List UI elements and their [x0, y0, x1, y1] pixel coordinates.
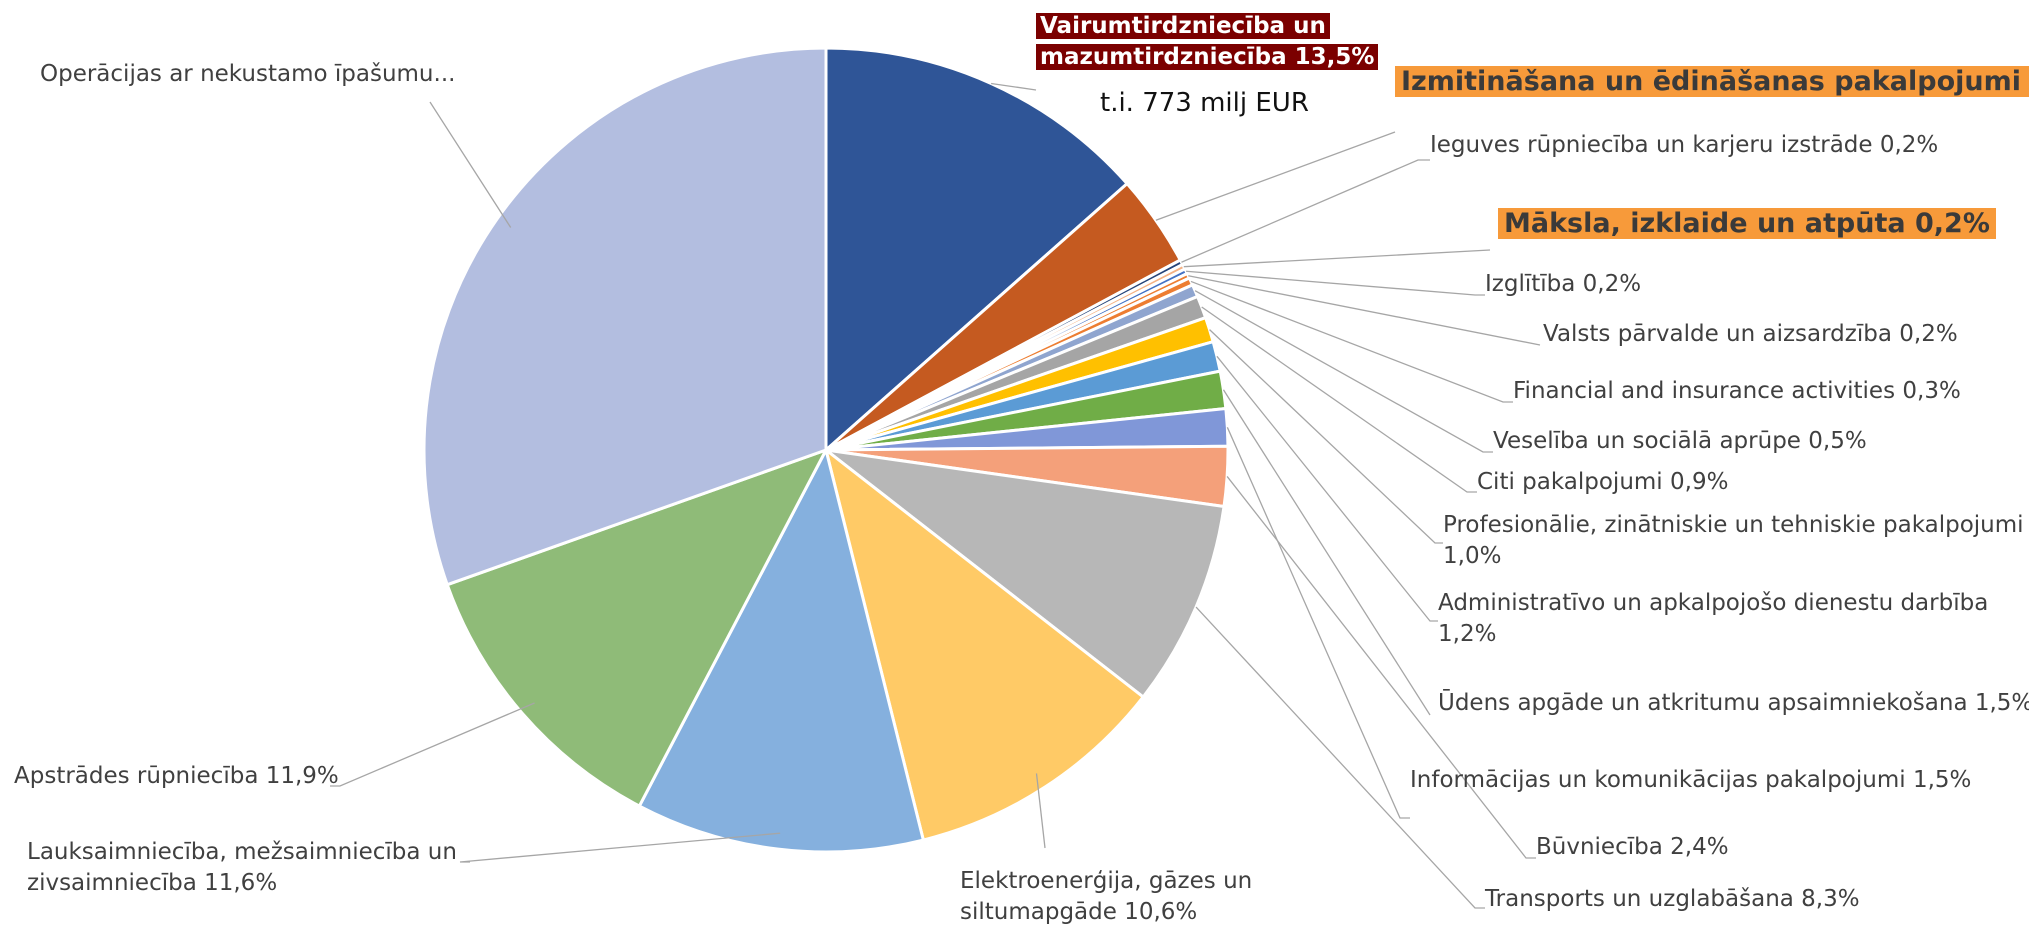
pie-slice-15: [823, 446, 1146, 842]
leader-line-8: [1201, 306, 1477, 493]
label-education: Izglītība 0,2%: [1485, 271, 1642, 297]
leader-line-11: [1222, 389, 1431, 716]
label-other-services: Citi pakalpojumi 0,9%: [1477, 469, 1729, 495]
pie-slice-14: [820, 447, 1226, 700]
pie-slice-16: [637, 445, 926, 854]
leader-line-0: [991, 82, 1037, 91]
pie-slices: [422, 46, 1230, 854]
pie-slice-18: [422, 46, 828, 587]
label-financial: Financial and insurance activities 0,3%: [1513, 378, 1961, 404]
label-arts-text: Māksla, izklaide un atpūta 0,2%: [1498, 208, 1996, 239]
leader-line-1: [1155, 131, 1396, 221]
label-accommodation-text: Izmitināšana un ēdināšanas pakalpojumi 3…: [1395, 66, 2029, 97]
label-wholesale-retail-line1: Vairumtirdzniecība un: [1036, 13, 1330, 39]
leader-lines: [330, 82, 1541, 909]
leader-line-9: [1209, 329, 1443, 544]
label-wholesale-retail-line2: mazumtirdzniecība 13,5%: [1036, 44, 1379, 70]
label-mining: Ieguves rūpniecība un karjeru izstrāde 0…: [1430, 132, 1939, 158]
label-electricity: Elektroenerģija, gāzes un siltumapgāde 1…: [960, 868, 1253, 925]
leader-line-17: [330, 702, 535, 787]
leader-line-2: [1181, 159, 1430, 263]
label-public-admin: Valsts pārvalde un aizsardzība 0,2%: [1543, 321, 1958, 347]
label-arts: Māksla, izklaide un atpūta 0,2%: [1498, 205, 1996, 243]
leader-line-15: [1035, 773, 1046, 849]
label-accommodation: Izmitināšana un ēdināšanas pakalpojumi 3…: [1395, 63, 2029, 101]
pie-slice-17: [445, 447, 830, 809]
leader-line-13: [1226, 476, 1536, 859]
leader-line-6: [1190, 280, 1513, 403]
leader-line-14: [1195, 606, 1485, 909]
leader-line-18: [429, 101, 512, 228]
label-manufacturing: Apstrādes rūpniecība 11,9%: [14, 763, 339, 789]
label-health: Veselība un sociālā aprūpe 0,5%: [1493, 428, 1867, 454]
label-administrative: Administratīvo un apkalpojošo dienestu d…: [1438, 590, 1989, 647]
label-professional: Profesionālie, zinātniskie un tehniskie …: [1443, 512, 2024, 569]
leader-line-10: [1216, 355, 1438, 622]
label-transport: Transports un uzglabāšana 8,3%: [1485, 886, 1860, 912]
annotation-note: t.i. 773 milj EUR: [1100, 88, 1309, 118]
label-agriculture: Lauksaimniecība, mežsaimniecība un zivsa…: [27, 839, 457, 896]
leader-line-3: [1183, 249, 1491, 268]
label-water: Ūdens apgāde un atkritumu apsaimniekošan…: [1438, 690, 2029, 716]
leader-line-12: [1226, 427, 1410, 819]
pie-slice-0: [824, 46, 1130, 454]
leader-line-7: [1194, 290, 1493, 453]
leader-line-4: [1185, 270, 1485, 296]
label-construction: Būvniecība 2,4%: [1536, 834, 1729, 860]
leader-line-16: [459, 832, 781, 863]
label-real-estate: Operācijas ar nekustamo īpašumu...: [40, 61, 456, 87]
label-wholesale-retail: Vairumtirdzniecība un mazumtirdzniecība …: [1036, 11, 1379, 73]
leader-line-5: [1188, 275, 1541, 346]
label-ict: Informācijas un komunikācijas pakalpojum…: [1410, 767, 1972, 793]
